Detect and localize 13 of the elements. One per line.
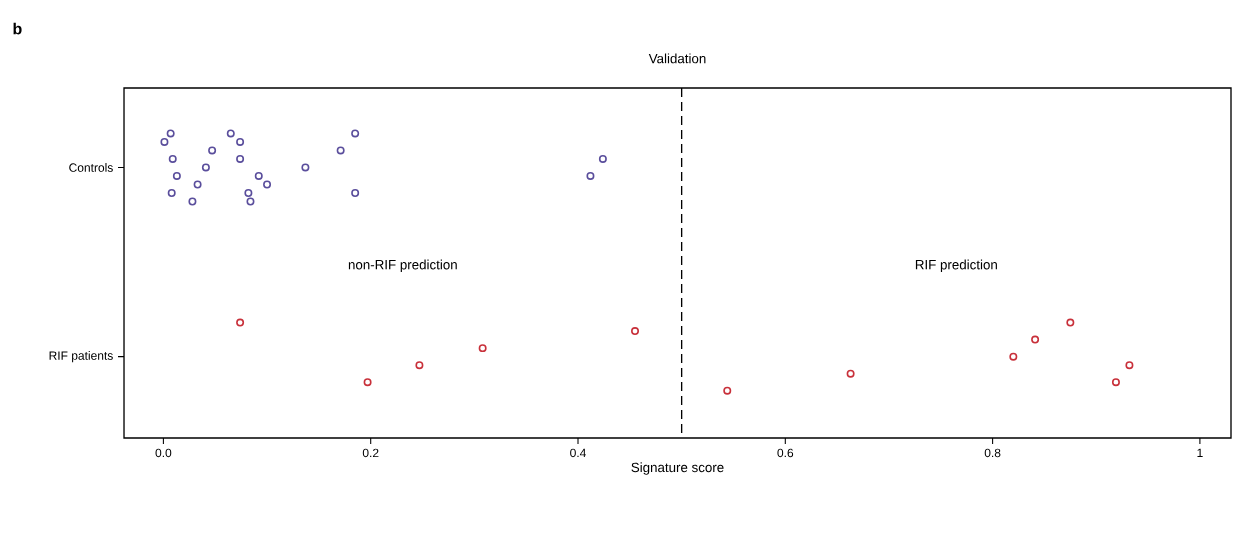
annotation: RIF prediction <box>915 259 997 273</box>
chart-title: Validation <box>648 53 706 64</box>
y-tick-label: RIF patients <box>49 351 113 363</box>
x-tick-label: 0.8 <box>984 448 1001 458</box>
x-tick-label: 0.6 <box>777 448 794 458</box>
x-tick-label: 0.4 <box>570 448 586 458</box>
text: b <box>13 22 22 35</box>
x-tick-label: 0.2 <box>362 448 379 458</box>
x-axis-title: Signature score <box>631 462 724 475</box>
annotation: non-RIF prediction <box>348 259 457 273</box>
y-tick-label: Controls <box>69 163 113 172</box>
x-tick-label: 0.0 <box>155 448 172 458</box>
x-tick-label: 1 <box>1197 448 1203 457</box>
